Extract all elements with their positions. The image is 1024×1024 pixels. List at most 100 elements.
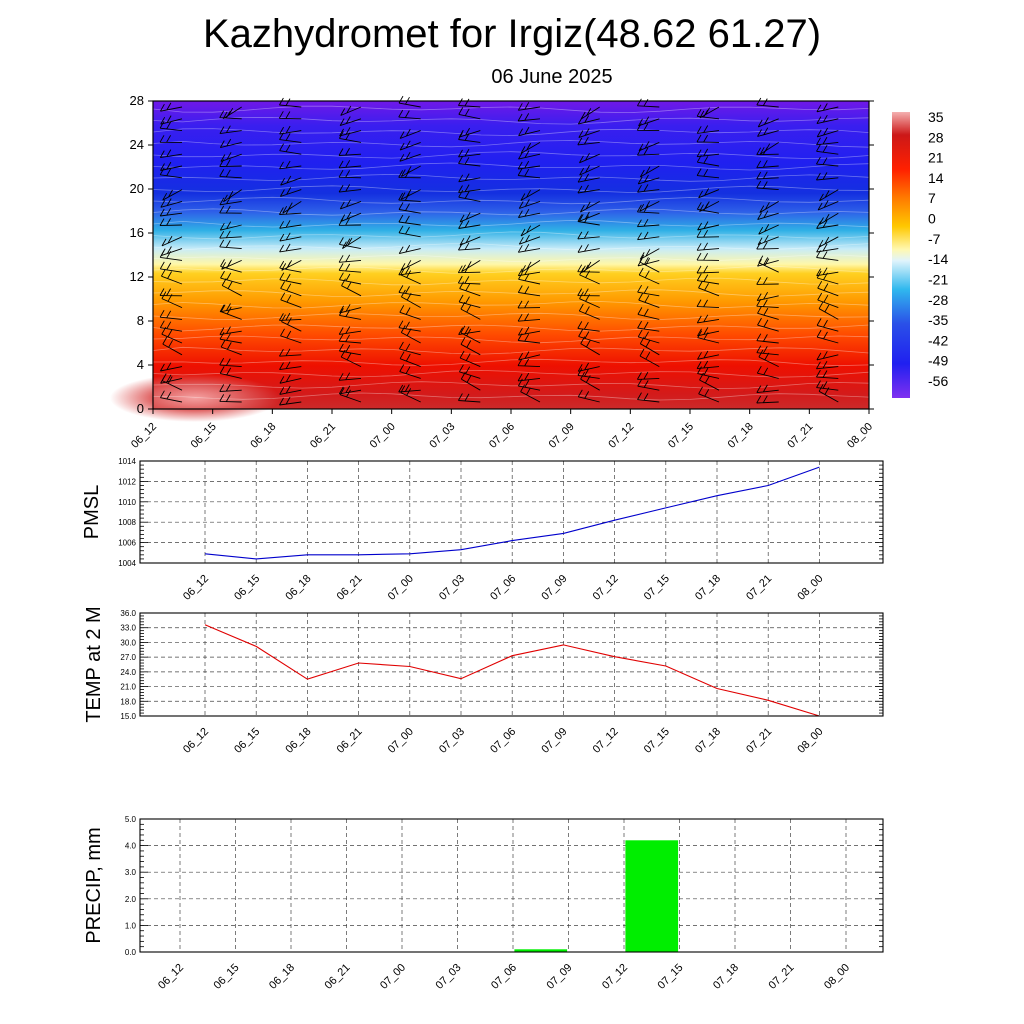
wind-barb bbox=[219, 230, 242, 239]
wind-barb bbox=[220, 270, 242, 285]
wind-barb bbox=[159, 309, 183, 320]
wind-barb bbox=[637, 284, 660, 297]
wind-barb bbox=[219, 394, 242, 403]
wind-barb bbox=[637, 329, 660, 344]
wind-barb bbox=[696, 273, 720, 285]
wind-barb bbox=[638, 141, 660, 152]
wind-barb bbox=[756, 395, 779, 404]
wind-barb bbox=[279, 272, 302, 285]
wind-barb bbox=[816, 270, 839, 285]
plot-frame bbox=[139, 612, 884, 717]
x-tick-label: 07_15 bbox=[642, 573, 672, 603]
wind-barb bbox=[756, 147, 779, 156]
wind-barb bbox=[517, 243, 541, 253]
wind-barb bbox=[758, 255, 779, 273]
wind-barb bbox=[696, 265, 720, 274]
wind-barb bbox=[577, 389, 600, 403]
x-tick-label: 08_00 bbox=[795, 726, 825, 756]
wind-barb bbox=[758, 224, 779, 235]
wind-barb bbox=[398, 192, 421, 202]
wind-barb bbox=[398, 109, 421, 120]
colorbar-label: 14 bbox=[928, 170, 944, 186]
wind-barb bbox=[338, 343, 362, 356]
y-tick-label: 30.0 bbox=[120, 638, 136, 647]
colorbar-label: 35 bbox=[928, 109, 944, 125]
wind-barb bbox=[159, 250, 183, 261]
bar bbox=[514, 949, 568, 952]
x-tick-label: 06_21 bbox=[323, 962, 353, 992]
wind-barb bbox=[458, 127, 481, 138]
contour-line bbox=[152, 219, 870, 228]
wind-barb bbox=[756, 160, 779, 169]
wind-barb bbox=[637, 231, 660, 241]
colorbar-label: -49 bbox=[928, 353, 948, 369]
wind-barb bbox=[518, 208, 541, 219]
x-tick-label: 07_06 bbox=[487, 421, 517, 451]
wind-barb bbox=[160, 390, 183, 403]
y-axis-label: TEMP at 2 M bbox=[83, 606, 105, 722]
wind-barb bbox=[637, 218, 660, 228]
x-tick-label: 06_12 bbox=[181, 726, 211, 756]
wind-barb bbox=[400, 385, 421, 403]
x-tick-label: 06_18 bbox=[248, 421, 278, 451]
wind-barb bbox=[757, 117, 779, 128]
wind-barb bbox=[579, 267, 600, 285]
wind-barb bbox=[816, 250, 839, 261]
wind-barb bbox=[578, 329, 600, 344]
x-tick-label: 06_18 bbox=[267, 962, 297, 992]
wind-barb bbox=[159, 320, 183, 332]
wind-barb bbox=[579, 165, 600, 176]
wind-barb bbox=[338, 254, 362, 263]
wind-barb bbox=[517, 285, 541, 297]
wind-barb bbox=[517, 102, 541, 111]
wind-barb bbox=[757, 306, 779, 320]
x-tick-label: 07_21 bbox=[785, 421, 815, 451]
wind-barb bbox=[816, 156, 839, 167]
wind-barb bbox=[398, 244, 421, 255]
wind-barb bbox=[219, 138, 242, 149]
wind-barb bbox=[816, 351, 839, 361]
wind-barb bbox=[458, 393, 481, 403]
wind-barb bbox=[399, 351, 421, 368]
wind-barb bbox=[756, 298, 779, 309]
precip-chart: 0.0 1.0 2.0 3.0 4.0 5.0 06_12 06_15 06_18 06_21 07… bbox=[83, 815, 884, 992]
wind-barb bbox=[399, 364, 421, 379]
wind-barb bbox=[220, 304, 242, 320]
wind-barb bbox=[578, 211, 600, 222]
wind-barb bbox=[697, 327, 720, 337]
contour-line bbox=[152, 116, 870, 125]
wind-barb bbox=[279, 361, 302, 371]
wind-barb bbox=[339, 272, 362, 285]
wind-barb bbox=[159, 149, 183, 159]
wind-barb bbox=[817, 200, 839, 211]
wind-barb bbox=[399, 305, 421, 320]
x-tick-label: 07_03 bbox=[437, 726, 467, 756]
x-tick-label: 07_18 bbox=[711, 962, 741, 992]
wind-barb bbox=[757, 317, 779, 332]
wind-barb bbox=[340, 105, 362, 116]
wind-barb bbox=[819, 189, 839, 202]
wind-barb bbox=[219, 205, 242, 214]
x-tick-label: 07_00 bbox=[368, 421, 398, 451]
wind-barb bbox=[696, 134, 720, 143]
wind-barb bbox=[279, 396, 302, 406]
wind-barb bbox=[400, 189, 421, 200]
contour-line bbox=[152, 266, 870, 274]
y-tick-label: 21.0 bbox=[120, 683, 136, 692]
contour-line bbox=[152, 381, 870, 390]
contour-line bbox=[152, 173, 870, 182]
colorbar-label: -56 bbox=[928, 373, 948, 389]
y-tick-label: 28 bbox=[130, 93, 144, 108]
x-tick-label: 07_03 bbox=[434, 962, 464, 992]
wind-barb bbox=[459, 350, 481, 368]
wind-barb bbox=[696, 168, 720, 179]
wind-barb bbox=[339, 237, 362, 250]
x-tick-label: 08_00 bbox=[822, 962, 852, 992]
wind-barb bbox=[697, 221, 720, 231]
wind-barb bbox=[521, 260, 541, 273]
wind-barb bbox=[520, 189, 541, 201]
x-tick-label: 06_15 bbox=[212, 962, 242, 992]
x-tick-label: 07_12 bbox=[591, 726, 621, 756]
